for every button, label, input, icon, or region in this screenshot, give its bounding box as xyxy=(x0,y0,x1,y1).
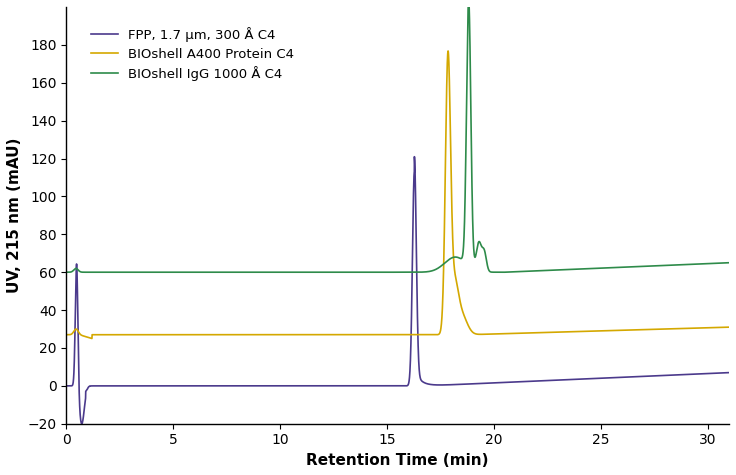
FPP, 1.7 μm, 300 Å C4 xyxy=(454,381,463,387)
FPP, 1.7 μm, 300 Å C4 xyxy=(96,383,105,389)
FPP, 1.7 μm, 300 Å C4 xyxy=(553,377,562,383)
BIOshell IgG 1000 Å C4 xyxy=(62,269,71,275)
Line: BIOshell IgG 1000 Å C4: BIOshell IgG 1000 Å C4 xyxy=(66,0,729,272)
BIOshell A400 Protein C4 xyxy=(62,332,71,338)
Line: BIOshell A400 Protein C4: BIOshell A400 Protein C4 xyxy=(66,51,729,339)
FPP, 1.7 μm, 300 Å C4 xyxy=(77,421,86,427)
BIOshell IgG 1000 Å C4 xyxy=(553,267,562,273)
BIOshell A400 Protein C4 xyxy=(725,324,734,330)
FPP, 1.7 μm, 300 Å C4 xyxy=(410,154,419,160)
FPP, 1.7 μm, 300 Å C4 xyxy=(483,380,492,386)
BIOshell A400 Protein C4 xyxy=(553,329,562,335)
BIOshell A400 Protein C4 xyxy=(96,332,105,338)
BIOshell A400 Protein C4 xyxy=(589,328,598,334)
BIOshell IgG 1000 Å C4 xyxy=(589,266,598,271)
Y-axis label: UV, 215 nm (mAU): UV, 215 nm (mAU) xyxy=(7,138,22,293)
FPP, 1.7 μm, 300 Å C4 xyxy=(725,370,734,375)
BIOshell IgG 1000 Å C4 xyxy=(725,260,734,266)
FPP, 1.7 μm, 300 Å C4 xyxy=(62,383,71,389)
BIOshell IgG 1000 Å C4 xyxy=(483,263,492,269)
BIOshell IgG 1000 Å C4 xyxy=(454,255,463,260)
BIOshell IgG 1000 Å C4 xyxy=(464,0,473,3)
Legend: FPP, 1.7 μm, 300 Å C4, BIOshell A400 Protein C4, BIOshell IgG 1000 Å C4: FPP, 1.7 μm, 300 Å C4, BIOshell A400 Pro… xyxy=(86,22,300,86)
Line: FPP, 1.7 μm, 300 Å C4: FPP, 1.7 μm, 300 Å C4 xyxy=(66,157,729,424)
BIOshell A400 Protein C4 xyxy=(454,291,463,296)
BIOshell A400 Protein C4 xyxy=(302,332,311,338)
BIOshell IgG 1000 Å C4 xyxy=(89,269,98,275)
FPP, 1.7 μm, 300 Å C4 xyxy=(589,376,598,381)
BIOshell A400 Protein C4 xyxy=(88,336,96,342)
BIOshell IgG 1000 Å C4 xyxy=(302,269,311,275)
FPP, 1.7 μm, 300 Å C4 xyxy=(302,383,311,389)
X-axis label: Retention Time (min): Retention Time (min) xyxy=(306,453,489,468)
BIOshell IgG 1000 Å C4 xyxy=(96,269,105,275)
BIOshell A400 Protein C4 xyxy=(444,48,453,54)
BIOshell A400 Protein C4 xyxy=(483,332,492,337)
